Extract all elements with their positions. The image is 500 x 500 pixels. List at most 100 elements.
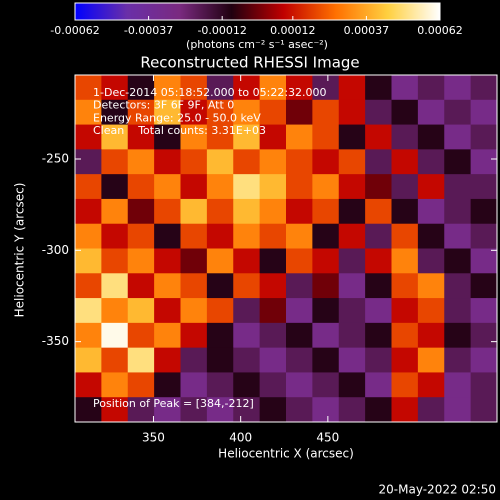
cell <box>286 347 313 373</box>
cell <box>154 322 181 349</box>
cell <box>154 298 181 324</box>
colorbar-tick-label: -0.00012 <box>197 24 246 37</box>
cell <box>101 298 129 324</box>
cell <box>391 397 419 423</box>
cell <box>286 75 313 101</box>
cell <box>286 124 313 150</box>
cell <box>206 124 234 150</box>
cell <box>312 149 340 175</box>
cell <box>444 99 472 126</box>
cell <box>365 372 392 398</box>
cell <box>470 223 498 249</box>
cell <box>470 75 498 101</box>
cell <box>127 124 155 150</box>
cell <box>365 248 392 274</box>
cell <box>233 248 261 274</box>
cell <box>127 149 155 175</box>
cell <box>312 347 340 373</box>
cell <box>286 99 313 126</box>
cell <box>180 372 208 398</box>
cell <box>417 124 445 150</box>
cell <box>470 298 498 324</box>
cell <box>470 124 498 150</box>
cell <box>233 99 261 126</box>
cell <box>154 372 181 398</box>
cell <box>101 75 129 101</box>
cell <box>180 347 208 373</box>
cell <box>127 397 155 423</box>
cell <box>75 174 102 200</box>
cell <box>338 322 366 349</box>
cell <box>101 372 129 398</box>
cell <box>233 347 261 373</box>
cell <box>286 174 313 200</box>
cell <box>312 99 340 126</box>
cell <box>259 248 287 274</box>
cell <box>286 273 313 299</box>
cell <box>180 99 208 126</box>
cell <box>391 124 419 150</box>
cell <box>75 273 102 299</box>
cell <box>365 99 392 126</box>
cell <box>206 174 234 200</box>
peak-label: Position of Peak = [384,-212] <box>93 397 254 410</box>
annotation: Energy Range: 25.0 - 50.0 keV <box>93 111 261 124</box>
cell <box>206 149 234 175</box>
cell <box>338 298 366 324</box>
cell <box>75 149 102 175</box>
cell <box>154 397 181 423</box>
cell <box>154 223 181 249</box>
cell <box>127 99 155 126</box>
cell <box>470 372 498 398</box>
cell <box>365 298 392 324</box>
cell <box>75 248 102 274</box>
cell <box>338 372 366 398</box>
cell <box>101 397 129 423</box>
cell <box>417 372 445 398</box>
cell <box>444 198 472 225</box>
cell <box>286 149 313 175</box>
cell <box>365 124 392 150</box>
cell <box>259 273 287 299</box>
cell <box>470 149 498 175</box>
cell <box>233 124 261 150</box>
x-axis-label: Heliocentric X (arcsec) <box>218 447 354 461</box>
cell <box>206 397 234 423</box>
cell <box>180 273 208 299</box>
cell <box>154 198 181 225</box>
cell <box>444 347 472 373</box>
cell <box>180 223 208 249</box>
cell <box>233 174 261 200</box>
cell <box>417 397 445 423</box>
cell <box>180 198 208 225</box>
cell <box>233 322 261 349</box>
cell <box>417 347 445 373</box>
x-tick-label: 400 <box>229 431 252 445</box>
cell <box>259 174 287 200</box>
timestamp: 20-May-2022 02:50 <box>379 483 496 497</box>
cell <box>127 75 155 101</box>
annotation: Detectors: 3F 6F 9F, Att 0 <box>93 99 234 112</box>
cell <box>154 248 181 274</box>
cell <box>444 397 472 423</box>
cell <box>259 75 287 101</box>
cell <box>180 298 208 324</box>
cell <box>365 322 392 349</box>
cell <box>127 298 155 324</box>
cell <box>444 372 472 398</box>
cell <box>180 149 208 175</box>
cell <box>286 198 313 225</box>
cell <box>391 99 419 126</box>
cell <box>180 248 208 274</box>
cell <box>101 322 129 349</box>
cell <box>101 248 129 274</box>
cell <box>391 198 419 225</box>
y-tick-label: -350 <box>42 334 69 348</box>
cell <box>206 273 234 299</box>
cell <box>470 322 498 349</box>
colorbar-tick-label: 0.00037 <box>344 24 390 37</box>
cell <box>312 397 340 423</box>
colorbar <box>74 2 441 21</box>
cell <box>470 397 498 423</box>
cell <box>365 174 392 200</box>
